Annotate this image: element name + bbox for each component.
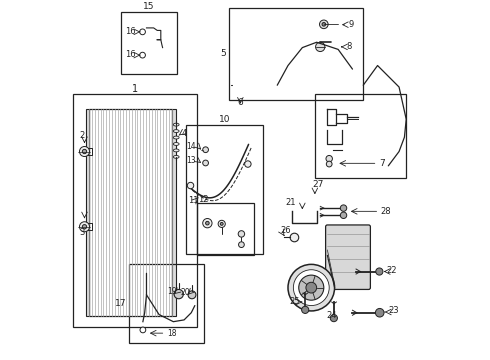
Text: 5: 5: [220, 49, 226, 58]
Circle shape: [340, 205, 347, 211]
Ellipse shape: [173, 136, 179, 139]
Text: 23: 23: [388, 306, 399, 315]
Circle shape: [306, 282, 317, 293]
Circle shape: [218, 220, 225, 228]
Bar: [172, 108, 176, 316]
Circle shape: [340, 212, 347, 219]
Text: 3: 3: [79, 228, 84, 237]
Text: 15: 15: [144, 2, 155, 11]
Ellipse shape: [173, 156, 179, 158]
Text: 9: 9: [348, 20, 353, 29]
Text: 4: 4: [182, 129, 187, 138]
Circle shape: [82, 225, 87, 229]
Bar: [315, 94, 406, 178]
Text: 7: 7: [379, 159, 385, 168]
Text: 14: 14: [186, 141, 196, 150]
Text: 19: 19: [167, 287, 177, 296]
Circle shape: [206, 221, 209, 225]
Circle shape: [238, 231, 245, 237]
Circle shape: [245, 161, 251, 167]
Text: 8: 8: [346, 42, 351, 51]
Circle shape: [187, 182, 194, 189]
Circle shape: [330, 315, 338, 322]
Circle shape: [140, 52, 146, 58]
FancyBboxPatch shape: [326, 225, 370, 289]
Text: 18: 18: [167, 329, 176, 338]
Ellipse shape: [173, 123, 179, 126]
Text: 10: 10: [219, 115, 230, 124]
Bar: [86, 108, 89, 316]
Text: 24: 24: [326, 311, 337, 320]
Circle shape: [299, 275, 324, 300]
Text: 22: 22: [387, 266, 397, 275]
Circle shape: [140, 327, 146, 333]
Bar: [128, 264, 204, 343]
Circle shape: [322, 23, 326, 26]
Circle shape: [302, 306, 309, 314]
Bar: [229, 8, 363, 100]
Text: 26: 26: [281, 226, 292, 235]
Circle shape: [79, 222, 90, 232]
Circle shape: [290, 233, 299, 242]
Text: 11: 11: [188, 197, 198, 206]
Text: 25: 25: [289, 297, 300, 306]
Text: 1: 1: [132, 84, 138, 94]
Bar: [196, 203, 254, 255]
Bar: [73, 94, 196, 327]
Circle shape: [79, 147, 90, 157]
Ellipse shape: [173, 149, 179, 152]
Circle shape: [326, 156, 332, 162]
Text: 13: 13: [186, 156, 196, 165]
Circle shape: [82, 149, 87, 154]
Circle shape: [376, 268, 383, 275]
Text: 16: 16: [125, 27, 136, 36]
Ellipse shape: [173, 130, 179, 132]
Circle shape: [203, 160, 208, 166]
Circle shape: [220, 222, 223, 225]
Circle shape: [326, 161, 332, 167]
Bar: [186, 125, 263, 253]
Text: 21: 21: [285, 198, 295, 207]
Circle shape: [375, 309, 384, 317]
Circle shape: [294, 270, 329, 306]
Circle shape: [140, 29, 146, 35]
Text: 12: 12: [198, 195, 209, 204]
Circle shape: [203, 219, 212, 228]
Bar: [122, 12, 177, 75]
Circle shape: [316, 42, 325, 51]
Text: 20: 20: [180, 288, 190, 297]
Circle shape: [239, 242, 245, 248]
Text: 17: 17: [115, 299, 127, 308]
Ellipse shape: [173, 143, 179, 145]
Text: 27: 27: [312, 180, 324, 189]
Circle shape: [203, 147, 208, 153]
Circle shape: [174, 289, 183, 299]
Text: 16: 16: [125, 50, 136, 59]
Circle shape: [319, 20, 328, 29]
Bar: [89, 108, 172, 316]
Circle shape: [188, 291, 196, 299]
Text: 2: 2: [79, 131, 84, 140]
Text: 28: 28: [380, 207, 391, 216]
Text: 6: 6: [238, 98, 244, 107]
Circle shape: [288, 264, 335, 311]
